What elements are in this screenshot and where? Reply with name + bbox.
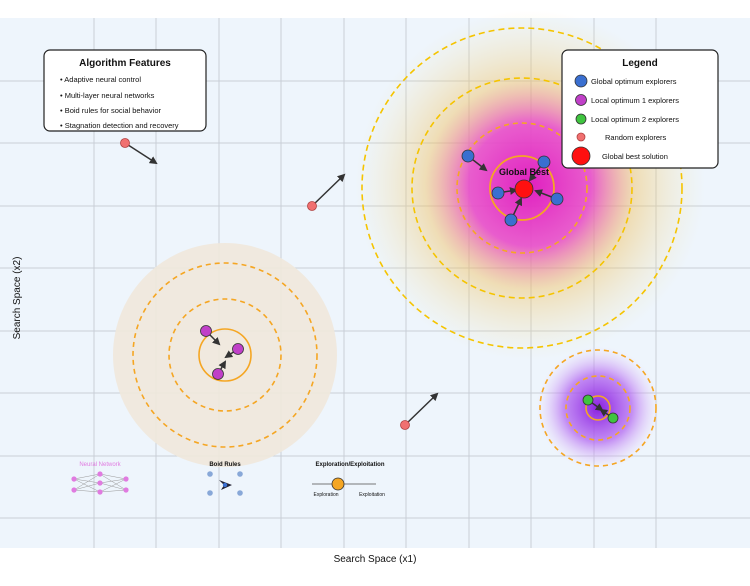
boid-rules-inset: Boid Rules — [207, 462, 243, 496]
boid-neighbors — [207, 471, 243, 496]
global-ring-third — [456, 122, 588, 254]
boid-center — [222, 482, 228, 488]
local-optimum-1-ring-outer — [132, 262, 318, 448]
random-explorer — [307, 201, 317, 211]
local-optimum-2-ring-outer — [539, 349, 657, 467]
feature-item: • Multi-layer neural networks — [60, 91, 155, 100]
legend-swatch-local-1 — [575, 94, 587, 106]
legend-label: Local optimum 1 explorers — [591, 96, 679, 105]
legend-swatch-random — [576, 132, 586, 142]
random-explorers — [120, 138, 439, 430]
local-1-explorer — [212, 368, 224, 380]
exploitation-label: Exploitation — [359, 492, 385, 498]
boid-rules-label: Boid Rules — [209, 462, 241, 468]
neural-network-inset: Neural Network — [71, 462, 129, 495]
x-axis-label: Search Space (x1) — [334, 554, 417, 565]
neural-network-nodes — [71, 471, 129, 495]
global-best-solution — [514, 179, 534, 199]
legend-label: Random explorers — [605, 133, 667, 142]
feature-item: • Stagnation detection and recovery — [60, 121, 179, 130]
local-2-explorer — [607, 412, 619, 424]
legend-title: Legend — [622, 58, 658, 69]
local-optimum-2-ring-inner — [585, 395, 611, 421]
legend-swatch-global-best — [571, 146, 591, 166]
exploration-exploitation-inset: Exploration/Exploitation Exploration Exp… — [312, 462, 385, 498]
global-optimum-explorers: Global Best — [461, 149, 564, 227]
global-explorer — [504, 213, 518, 227]
local-optimum-1-explorers — [200, 325, 244, 380]
features-box: Algorithm Features • Adaptive neural con… — [43, 49, 207, 132]
features-title: Algorithm Features — [79, 58, 171, 69]
feature-item: • Adaptive neural control — [60, 75, 141, 84]
random-explorer — [120, 138, 130, 148]
exploration-label: Exploration — [313, 492, 338, 498]
exploration-exploitation-label: Exploration/Exploitation — [315, 462, 384, 468]
legend-label: Global optimum explorers — [591, 77, 677, 86]
global-explorer — [550, 192, 564, 206]
local-optimum-1-ring-inner — [198, 328, 252, 382]
legend: Legend Global optimum explorers Local op… — [561, 49, 719, 169]
balance-marker — [331, 477, 345, 491]
features-box-frame — [43, 49, 207, 132]
local-optimum-1-ring-middle — [168, 298, 282, 412]
local-1-explorer — [200, 325, 212, 337]
local-1-explorer — [232, 343, 244, 355]
local-2-explorer — [582, 394, 594, 406]
neural-network-edges — [73, 473, 127, 493]
global-explorer — [491, 186, 505, 200]
global-ring-outer — [361, 27, 683, 349]
local-optimum-2-ring-middle — [565, 375, 631, 441]
global-ring-middle — [411, 77, 633, 299]
global-explorer — [461, 149, 475, 163]
local-optimum-2-explorers — [582, 394, 619, 424]
legend-frame — [561, 49, 719, 169]
legend-swatch-local-2 — [575, 113, 587, 125]
feature-item: • Boid rules for social behavior — [60, 106, 162, 115]
y-axis-label: Search Space (x2) — [12, 257, 23, 340]
random-explorer-arrow — [311, 173, 346, 207]
global-explorer — [537, 155, 551, 169]
random-explorer — [400, 420, 410, 430]
legend-swatch-global — [574, 74, 588, 88]
local-optimum-1-zone — [113, 243, 337, 467]
neural-network-label: Neural Network — [79, 462, 121, 468]
global-ring-inner — [489, 155, 555, 221]
legend-label: Global best solution — [602, 152, 668, 161]
legend-label: Local optimum 2 explorers — [591, 115, 679, 124]
random-explorer-arrow — [124, 142, 158, 165]
global-best-label: Global Best — [499, 167, 549, 177]
random-explorer-arrow — [404, 392, 439, 426]
